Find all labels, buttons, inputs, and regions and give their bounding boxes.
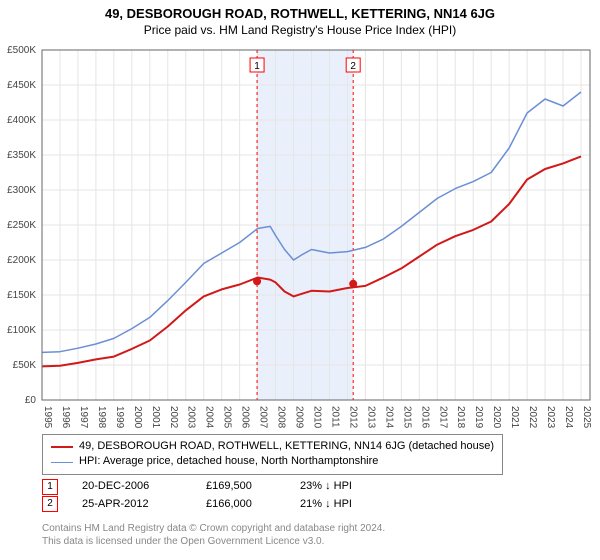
svg-text:2015: 2015: [401, 406, 412, 429]
legend-label: HPI: Average price, detached house, Nort…: [79, 454, 378, 469]
legend-label: 49, DESBOROUGH ROAD, ROTHWELL, KETTERING…: [79, 439, 494, 454]
sale-row: 2 25-APR-2012 £166,000 21% ↓ HPI: [42, 496, 352, 514]
svg-text:2016: 2016: [419, 406, 430, 429]
sale-date: 25-APR-2012: [82, 496, 182, 514]
svg-text:2021: 2021: [509, 406, 520, 429]
svg-text:£300K: £300K: [7, 185, 36, 196]
sale-marker: 1: [42, 479, 58, 495]
svg-text:£0: £0: [25, 395, 37, 406]
svg-text:2023: 2023: [545, 406, 556, 429]
legend-swatch: [51, 462, 73, 463]
chart-container: 49, DESBOROUGH ROAD, ROTHWELL, KETTERING…: [0, 0, 600, 560]
svg-text:2009: 2009: [294, 406, 305, 429]
svg-text:2010: 2010: [312, 406, 323, 429]
svg-text:2000: 2000: [132, 406, 143, 429]
svg-text:1996: 1996: [60, 406, 71, 429]
svg-text:£100K: £100K: [7, 325, 36, 336]
svg-text:1998: 1998: [96, 406, 107, 429]
svg-text:2025: 2025: [581, 406, 592, 429]
svg-text:2020: 2020: [491, 406, 502, 429]
legend-item: 49, DESBOROUGH ROAD, ROTHWELL, KETTERING…: [51, 439, 494, 454]
svg-text:2006: 2006: [240, 406, 251, 429]
svg-text:2005: 2005: [222, 406, 233, 429]
legend-item: HPI: Average price, detached house, Nort…: [51, 454, 494, 469]
footer-line-1: Contains HM Land Registry data © Crown c…: [42, 522, 385, 535]
legend: 49, DESBOROUGH ROAD, ROTHWELL, KETTERING…: [42, 434, 503, 475]
svg-text:2019: 2019: [473, 406, 484, 429]
svg-text:2014: 2014: [383, 406, 394, 429]
svg-text:2008: 2008: [276, 406, 287, 429]
svg-text:2011: 2011: [329, 406, 340, 428]
svg-text:£250K: £250K: [7, 220, 36, 231]
svg-text:2012: 2012: [347, 406, 358, 429]
footer-attribution: Contains HM Land Registry data © Crown c…: [42, 522, 385, 548]
footer-line-2: This data is licensed under the Open Gov…: [42, 535, 385, 548]
svg-text:2022: 2022: [527, 406, 538, 429]
svg-text:£500K: £500K: [7, 45, 36, 56]
sales-table: 1 20-DEC-2006 £169,500 23% ↓ HPI 2 25-APR-201…: [42, 478, 352, 513]
svg-text:£200K: £200K: [7, 255, 36, 266]
svg-text:£400K: £400K: [7, 115, 36, 126]
sale-pct: 21% ↓ HPI: [300, 496, 352, 514]
svg-text:2004: 2004: [204, 406, 215, 429]
legend-swatch: [51, 446, 73, 448]
svg-text:2002: 2002: [168, 406, 179, 429]
svg-text:2001: 2001: [150, 406, 161, 429]
svg-text:2: 2: [350, 61, 356, 72]
svg-text:£150K: £150K: [7, 290, 36, 301]
sale-date: 20-DEC-2006: [82, 478, 182, 496]
svg-text:2024: 2024: [563, 406, 574, 429]
svg-text:1995: 1995: [42, 406, 53, 429]
svg-text:£450K: £450K: [7, 80, 36, 91]
svg-text:2013: 2013: [365, 406, 376, 429]
svg-text:2018: 2018: [455, 406, 466, 429]
svg-text:£350K: £350K: [7, 150, 36, 161]
svg-text:2003: 2003: [186, 406, 197, 429]
svg-text:2017: 2017: [437, 406, 448, 429]
svg-text:1: 1: [254, 61, 260, 72]
sale-marker: 2: [42, 496, 58, 512]
sale-price: £166,000: [206, 496, 276, 514]
sale-price: £169,500: [206, 478, 276, 496]
sale-pct: 23% ↓ HPI: [300, 478, 352, 496]
svg-text:1997: 1997: [78, 406, 89, 429]
svg-text:2007: 2007: [258, 406, 269, 429]
svg-text:£50K: £50K: [13, 360, 37, 371]
line-chart: £0 £50K £100K £150K £200K £250K £300K £350K £400…: [0, 0, 600, 436]
svg-text:1999: 1999: [114, 406, 125, 429]
sale-row: 1 20-DEC-2006 £169,500 23% ↓ HPI: [42, 478, 352, 496]
